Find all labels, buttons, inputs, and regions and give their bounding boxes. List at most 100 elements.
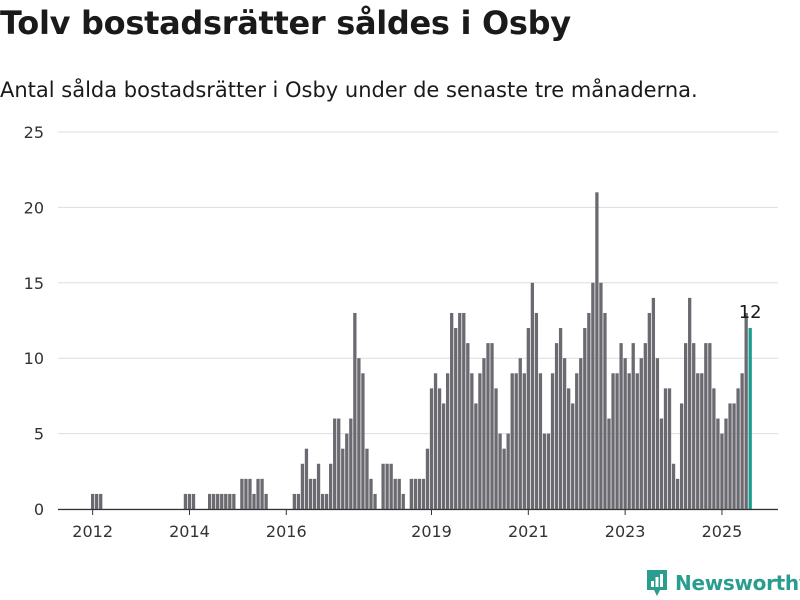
bar (304, 448, 309, 509)
chart-title: Tolv bostadsrätter såldes i Osby (0, 4, 571, 42)
bar (579, 358, 583, 509)
bar (337, 418, 341, 509)
y-tick-label: 10 (24, 349, 44, 368)
bar (381, 463, 385, 509)
bar (99, 493, 103, 509)
bar (329, 463, 333, 509)
bar (708, 343, 712, 509)
bar (373, 493, 377, 509)
bar (700, 373, 704, 509)
bars (91, 192, 752, 509)
bar (498, 433, 502, 509)
bar (631, 343, 635, 509)
bar (462, 312, 466, 509)
bar (639, 358, 643, 509)
bar (514, 373, 518, 509)
bar (365, 448, 369, 509)
bar (667, 388, 672, 509)
bar (744, 312, 748, 509)
bar (240, 478, 244, 509)
bar (643, 343, 647, 509)
bar (623, 358, 627, 509)
bar (393, 478, 397, 509)
bar (256, 478, 260, 509)
x-tick-label: 2021 (508, 522, 549, 541)
bar (445, 373, 450, 509)
bar (361, 373, 365, 509)
bar (716, 418, 720, 509)
bar (454, 328, 458, 509)
bar (607, 418, 611, 509)
bar (357, 358, 361, 509)
bar (704, 343, 708, 509)
bar (308, 478, 313, 509)
bar (216, 493, 220, 509)
bar (183, 493, 188, 509)
bar (728, 403, 732, 509)
x-axis-ticks: 2012 2014 2016 2019 2021 2023 2025 (58, 508, 778, 541)
bar (191, 493, 196, 509)
bar (232, 493, 236, 509)
bar (292, 493, 296, 509)
bar (575, 373, 579, 509)
bar (187, 493, 192, 509)
bar (732, 403, 736, 509)
bar (671, 463, 676, 509)
bar (316, 463, 321, 509)
bar (429, 388, 434, 509)
bar (627, 373, 631, 509)
y-tick-label: 0 (34, 500, 44, 519)
x-tick-label: 2012 (72, 522, 113, 541)
bar (212, 493, 216, 509)
bar (300, 463, 305, 509)
bar (224, 493, 228, 509)
bar (558, 328, 563, 509)
bar (655, 358, 660, 509)
bar (244, 478, 248, 509)
bar (349, 418, 353, 509)
newsworthy-logo: Newsworthy (645, 568, 800, 598)
x-tick-label: 2019 (411, 522, 452, 541)
bar (478, 373, 482, 509)
highlighted-bar (748, 328, 752, 509)
bar (651, 297, 656, 509)
bar (692, 343, 696, 509)
bar (583, 328, 587, 509)
bar (684, 343, 688, 509)
bar (675, 478, 680, 509)
bar (659, 418, 664, 509)
bar (688, 297, 692, 509)
bar (502, 448, 506, 509)
bar (587, 312, 591, 509)
chart-subtitle: Antal sålda bostadsrätter i Osby under d… (0, 78, 698, 102)
bar (474, 403, 478, 509)
bar (425, 448, 430, 509)
bar (341, 448, 345, 509)
y-tick-label: 25 (24, 123, 44, 142)
bar (389, 463, 393, 509)
bar (252, 493, 256, 509)
y-tick-label: 20 (24, 198, 44, 217)
bar (312, 478, 317, 509)
brand-name: Newsworthy (675, 571, 800, 595)
bar (599, 282, 603, 509)
bar (421, 478, 426, 509)
bar (611, 373, 615, 509)
bar (724, 418, 728, 509)
bar (591, 282, 595, 509)
bar (333, 418, 337, 509)
bar (482, 358, 486, 509)
bar (546, 433, 551, 509)
bar (441, 403, 446, 509)
bar (506, 433, 510, 509)
bar (433, 373, 438, 509)
bar (534, 312, 539, 509)
highlight-value-label: 12 (739, 302, 762, 323)
bar (466, 343, 470, 509)
bar (526, 328, 530, 509)
bar (522, 373, 526, 509)
bar (207, 493, 212, 509)
bar (595, 192, 599, 509)
bar (550, 373, 555, 509)
bar (397, 478, 401, 509)
